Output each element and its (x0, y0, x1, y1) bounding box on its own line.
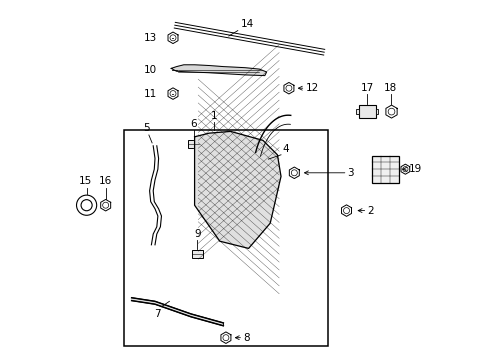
Polygon shape (171, 65, 267, 76)
Bar (189, 140, 199, 148)
Text: 14: 14 (241, 19, 254, 29)
Text: 11: 11 (144, 89, 157, 99)
Bar (375, 109, 378, 114)
Bar (372, 156, 399, 183)
Text: 12: 12 (305, 83, 318, 93)
Text: 7: 7 (154, 309, 161, 319)
Text: 17: 17 (361, 83, 374, 93)
Bar (192, 250, 203, 258)
Text: 6: 6 (191, 119, 197, 129)
Text: 9: 9 (194, 229, 201, 239)
Text: 16: 16 (99, 176, 112, 186)
Polygon shape (195, 131, 281, 248)
Bar (124, 130, 328, 346)
Text: 4: 4 (283, 144, 290, 154)
Bar (359, 105, 375, 118)
Text: 10: 10 (144, 65, 157, 75)
Text: 19: 19 (409, 164, 422, 174)
Text: 2: 2 (368, 206, 374, 216)
Text: 13: 13 (144, 33, 157, 43)
Text: 15: 15 (79, 176, 93, 186)
Bar (356, 109, 359, 114)
Polygon shape (132, 298, 223, 326)
Text: 3: 3 (347, 168, 354, 178)
Text: 5: 5 (143, 123, 149, 133)
Text: 1: 1 (211, 111, 218, 121)
Text: 18: 18 (384, 83, 397, 93)
Text: 8: 8 (243, 333, 250, 343)
